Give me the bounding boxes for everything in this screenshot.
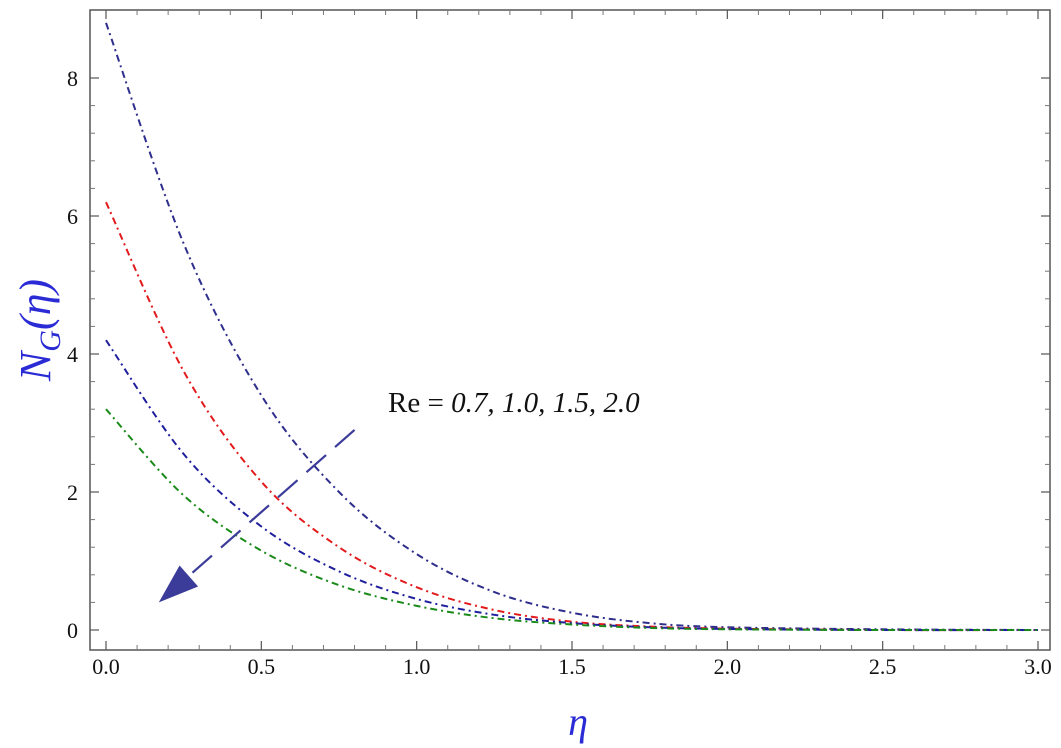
annotation-label: Re = 0.7, 1.0, 1.5, 2.0 [388,387,640,419]
series-line-1 [105,22,1039,631]
x-axis-title: η [568,699,588,744]
series-line-3 [105,339,1039,632]
annotation-values: 0.7, 1.0, 1.5, 2.0 [451,387,640,419]
svg-text:NG(η): NG(η) [11,279,67,382]
series-line-2 [105,201,1039,632]
y-tick-label: 0 [67,618,78,643]
y-tick-label: 2 [67,480,78,505]
x-tick-label: 1.0 [403,654,431,679]
x-tick-label: 0.5 [248,654,276,679]
x-tick-label: 1.5 [558,654,586,679]
y-axis-title-arg: (η) [11,279,60,330]
y-axis-title-sub: G [34,330,67,352]
x-tick-label: 2.0 [714,654,742,679]
plot-frame [89,9,1051,651]
x-tick-label: 0.0 [92,654,120,679]
series-line-4 [105,408,1039,632]
series-layer [105,22,1039,632]
annotation-prefix: Re = [388,387,451,419]
x-axis-ticks: 0.0 0.5 1.0 1.5 2.0 2.5 3.0 [92,10,1052,679]
y-tick-label: 4 [67,342,78,367]
x-tick-label: 3.0 [1024,654,1052,679]
y-axis-title: NG(η) [11,279,67,382]
annotation-arrow-head [158,565,199,603]
y-tick-label: 8 [67,66,78,91]
y-axis-title-main: N [11,349,60,382]
annotation-arrow [158,429,356,603]
x-tick-label: 2.5 [869,654,897,679]
y-tick-label: 6 [67,204,78,229]
y-axis-ticks: 0 2 4 6 8 [67,66,1050,643]
